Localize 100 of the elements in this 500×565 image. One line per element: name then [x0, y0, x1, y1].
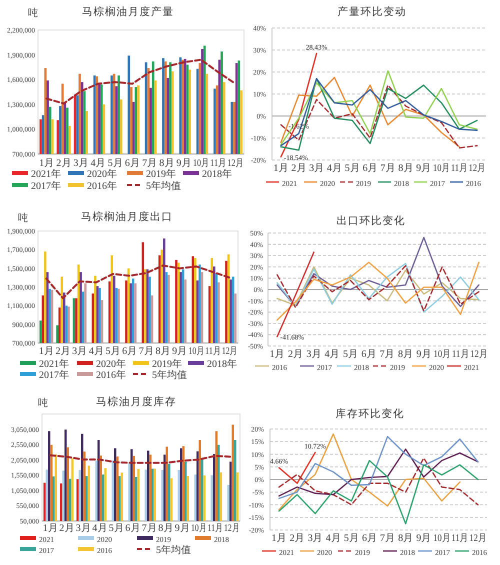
- x-tick-label: 3月: [309, 163, 324, 174]
- legend-item: 2020年: [77, 359, 126, 370]
- x-tick-label: 11月: [452, 349, 472, 360]
- x-tick-label: 4月: [326, 533, 341, 544]
- y-axis-title: 吨: [38, 397, 48, 409]
- legend-item: 5年均值: [133, 370, 187, 381]
- x-tick-label: 8月: [398, 163, 414, 174]
- legend-label: 2019年: [152, 358, 182, 370]
- x-tick-label: 12月: [468, 163, 489, 174]
- x-tick-label: 6月: [362, 163, 378, 174]
- y-axis-title: 吨: [28, 7, 38, 19]
- legend-label: 2020年: [87, 168, 117, 180]
- x-tick-label: 8月: [398, 349, 413, 360]
- x-tick-label: 12月: [222, 346, 242, 357]
- x-tick-label: 2月: [56, 158, 72, 169]
- x-tick-label: 9月: [174, 523, 190, 534]
- x-tick-label: 4月: [88, 346, 104, 357]
- x-tick-label: 8月: [158, 523, 174, 534]
- x-tick-label: 7月: [380, 163, 396, 174]
- x-tick-label: 6月: [124, 158, 140, 169]
- x-tick-label: 5月: [344, 533, 359, 544]
- x-tick-label: 5月: [344, 163, 360, 174]
- legend-label: 2018年: [207, 358, 237, 370]
- x-tick-label: 12月: [469, 533, 490, 544]
- x-tick-label: 4月: [90, 158, 106, 169]
- x-tick-label: 6月: [361, 349, 376, 360]
- x-tick-label: 7月: [380, 349, 395, 360]
- x-tick-label: 12月: [227, 158, 248, 169]
- x-tick-label: 12月: [224, 523, 244, 534]
- x-tick-label: 8月: [398, 533, 414, 544]
- x-tick-label: 3月: [72, 346, 88, 357]
- x-tick-label: 1月: [39, 158, 54, 169]
- legend-label: 2018年: [202, 168, 232, 180]
- x-tick-label: 2月: [290, 533, 305, 544]
- legend-item: 2019年: [127, 169, 176, 180]
- x-tick-label: 3月: [73, 158, 88, 169]
- x-tick-label: 10月: [433, 533, 454, 544]
- legend-label: 2017年: [39, 369, 69, 381]
- legend-item: 2020年: [68, 169, 117, 180]
- chart-title: 出口环比变化: [336, 214, 406, 227]
- chart-title: 马棕榈油月度出口: [81, 210, 173, 223]
- legend-item: 2016年: [77, 370, 126, 381]
- x-tick-label: 5月: [108, 158, 123, 169]
- x-tick-label: 6月: [125, 523, 140, 534]
- x-tick-label: 10月: [433, 163, 453, 174]
- x-tick-label: 6月: [122, 346, 138, 357]
- x-tick-label: 4月: [324, 349, 340, 360]
- x-tick-label: 7月: [142, 523, 157, 534]
- x-tick-label: 2月: [56, 346, 70, 357]
- y-axis-title: 吨: [18, 212, 28, 224]
- x-tick-label: 11月: [451, 533, 471, 544]
- x-tick-label: 3月: [308, 533, 323, 544]
- chart-title: 马棕榈油月度产量: [82, 5, 174, 18]
- legend-label: 2020年: [96, 358, 126, 370]
- x-tick-label: 7月: [380, 533, 396, 544]
- x-tick-label: 5月: [106, 346, 120, 357]
- x-tick-label: 11月: [450, 163, 470, 174]
- x-tick-label: 3月: [306, 349, 322, 360]
- x-tick-label: 7月: [142, 158, 158, 169]
- legend-item: 5年均值: [127, 181, 181, 192]
- legend-item: 2021年: [12, 169, 61, 180]
- legend-item: 2018年: [188, 359, 237, 370]
- x-tick-label: 2月: [291, 163, 306, 174]
- legend-item: 2018年: [183, 169, 232, 180]
- legend-item: 2019年: [133, 359, 182, 370]
- chart-title: 产量环比变动: [338, 5, 406, 18]
- legend-item: 2017年: [20, 370, 69, 381]
- legend-label: 5年均值: [152, 369, 187, 381]
- legend-label: 2017年: [31, 180, 61, 192]
- legend-label: 2019年: [146, 168, 176, 180]
- legend-label: 2016年: [96, 369, 126, 381]
- x-tick-label: 4月: [326, 163, 342, 174]
- legend-item: 5年均值: [137, 545, 191, 556]
- legend-label: 2016年: [87, 180, 117, 192]
- x-tick-label: 1月: [38, 346, 54, 357]
- x-tick-label: 5月: [343, 349, 358, 360]
- legend-item: 2017年: [12, 181, 61, 192]
- chart-title: 马棕油月度库存: [96, 395, 176, 408]
- x-tick-label: 1月: [42, 523, 58, 534]
- chart-title: 库存环比变化: [336, 407, 404, 420]
- x-tick-label: 9月: [416, 163, 432, 174]
- x-tick-label: 1月: [273, 163, 288, 174]
- legend-label: 5年均值: [146, 180, 181, 192]
- x-tick-label: 8月: [156, 346, 170, 357]
- x-tick-label: 12月: [470, 349, 490, 360]
- x-tick-label: 4月: [92, 523, 108, 534]
- x-tick-label: 9月: [416, 533, 432, 544]
- x-tick-label: 3月: [76, 523, 91, 534]
- legend-label: 2021年: [39, 358, 69, 370]
- legend-item: 2021年: [20, 359, 69, 370]
- x-tick-label: 9月: [176, 158, 192, 169]
- x-tick-label: 8月: [159, 158, 174, 169]
- x-tick-label: 10月: [434, 349, 454, 360]
- x-tick-label: 1月: [270, 349, 285, 360]
- x-tick-label: 7月: [138, 346, 154, 357]
- x-tick-label: 2月: [59, 523, 74, 534]
- legend-label: 5年均值: [156, 544, 191, 556]
- x-tick-label: 5月: [108, 523, 124, 534]
- legend-label: 2021年: [31, 168, 61, 180]
- legend-item: 2016年: [68, 181, 117, 192]
